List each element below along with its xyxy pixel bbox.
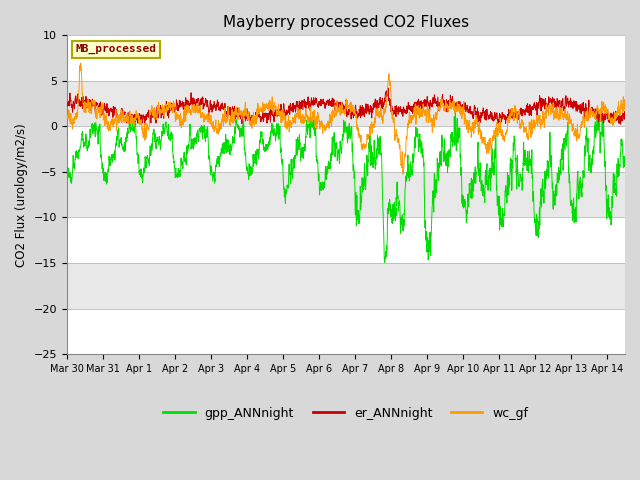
er_ANNnight [141,122,148,128]
er_ANNnight [385,85,392,91]
Bar [67,81,625,126]
wc_gf [77,60,84,66]
gpp_ANNnight [63,170,70,176]
wc_gf [611,113,618,119]
gpp_ANNnight [277,149,285,155]
gpp_ANNnight [301,148,309,154]
Bar [67,126,625,172]
wc_gf [277,120,285,126]
er_ANNnight [301,103,309,108]
Title: Mayberry processed CO2 Fluxes: Mayberry processed CO2 Fluxes [223,15,469,30]
gpp_ANNnight [611,185,618,191]
Line: gpp_ANNnight: gpp_ANNnight [67,109,625,263]
wc_gf [399,171,407,177]
wc_gf [127,117,134,123]
gpp_ANNnight [451,107,459,112]
Legend: gpp_ANNnight, er_ANNnight, wc_gf: gpp_ANNnight, er_ANNnight, wc_gf [158,402,533,425]
er_ANNnight [550,97,558,103]
er_ANNnight [63,100,70,106]
Bar [67,172,625,217]
Y-axis label: CO2 Flux (urology/m2/s): CO2 Flux (urology/m2/s) [15,123,28,266]
gpp_ANNnight [621,162,628,168]
wc_gf [621,101,628,107]
er_ANNnight [127,114,134,120]
gpp_ANNnight [381,260,388,265]
wc_gf [301,118,309,124]
wc_gf [160,110,168,116]
wc_gf [550,109,558,115]
Bar [67,309,625,354]
er_ANNnight [160,115,168,121]
gpp_ANNnight [127,129,134,135]
Line: wc_gf: wc_gf [67,63,625,174]
gpp_ANNnight [550,192,558,198]
er_ANNnight [277,101,285,107]
gpp_ANNnight [160,125,168,131]
er_ANNnight [611,115,618,121]
Bar [67,263,625,309]
er_ANNnight [621,114,628,120]
Bar [67,217,625,263]
Bar [67,36,625,81]
wc_gf [63,115,70,121]
Line: er_ANNnight: er_ANNnight [67,88,625,125]
